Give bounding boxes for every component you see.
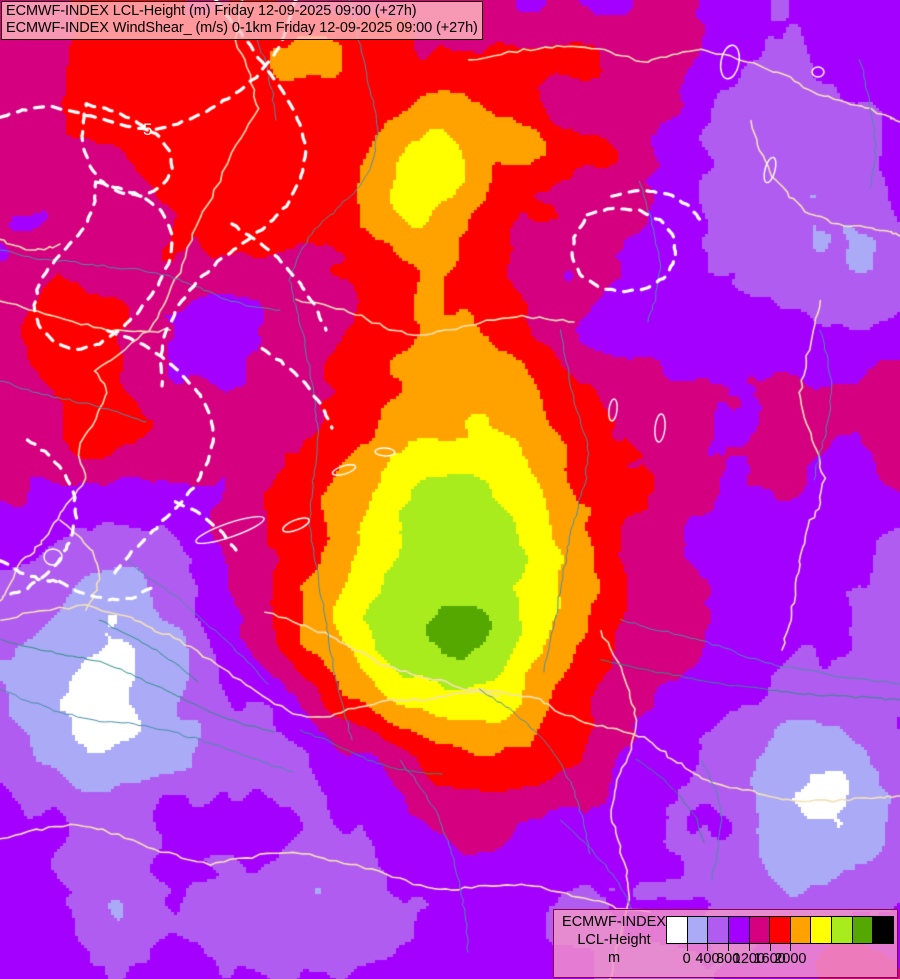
legend-unit-label: m (607, 950, 621, 966)
legend-caption: ECMWF-INDEX LCL-Height m (560, 913, 668, 967)
color-legend[interactable]: ECMWF-INDEX LCL-Height m 0 400 800 1200 1600… (553, 909, 898, 978)
legend-ticklabel-2000: 2000 (774, 951, 807, 967)
legend-axis: 0 400 800 1200 1600 2000 (666, 944, 894, 976)
legend-swatch-8 (832, 917, 853, 943)
legend-swatch-9 (852, 917, 874, 943)
map-title-overlay: ECMWF-INDEX LCL-Height (m) Friday 12-09-… (1, 1, 483, 40)
legend-tick-800 (728, 944, 730, 951)
legend-swatch-10 (873, 917, 894, 943)
title-line-lcl-height: ECMWF-INDEX LCL-Height (m) Friday 12-09-… (6, 3, 417, 19)
legend-tick-1200 (748, 944, 750, 951)
legend-tick-1600 (769, 944, 771, 951)
contour-label-5: 5 (143, 120, 153, 139)
legend-ticklabel-1200: 1200 (732, 951, 766, 967)
legend-swatch-2 (708, 917, 729, 943)
legend-swatch-7 (811, 917, 833, 943)
legend-swatch-4 (749, 917, 771, 943)
legend-swatch-5 (770, 917, 791, 943)
legend-parameter-label: LCL-Height (577, 932, 651, 948)
legend-tick-2000 (790, 944, 792, 951)
legend-ticklabel-400: 400 (695, 951, 720, 967)
legend-tick-0 (686, 944, 688, 951)
legend-tick-400 (707, 944, 709, 951)
legend-ticklabel-0: 0 (682, 951, 691, 967)
legend-swatch-3 (728, 917, 750, 943)
legend-swatch-1 (687, 917, 709, 943)
legend-ticklabel-1600: 1600 (753, 951, 786, 967)
legend-ticklabel-800: 800 (716, 951, 741, 967)
title-line-windshear: ECMWF-INDEX WindShear_ (m/s) 0-1km Frida… (6, 20, 478, 36)
legend-model-label: ECMWF-INDEX (562, 914, 666, 930)
legend-swatch-6 (790, 917, 812, 943)
legend-color-ramp (666, 916, 894, 944)
legend-swatch-0 (667, 917, 688, 943)
